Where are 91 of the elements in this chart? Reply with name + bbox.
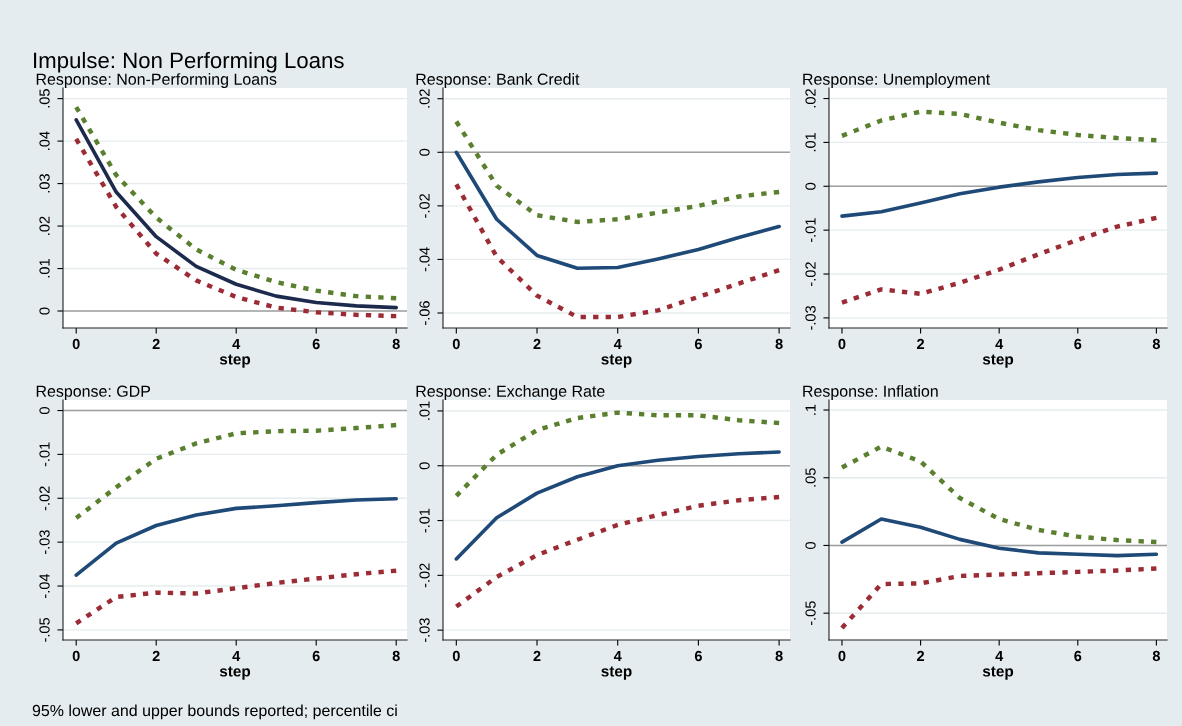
y-tick-label: 0 [805,182,816,190]
y-tick-label: 0 [39,407,50,415]
line-series [454,182,782,320]
chart-title: Response: Bank Credit [416,73,580,88]
chart-title: Response: Exchange Rate [416,385,605,400]
x-tick-label: 6 [694,338,702,350]
line-series [454,450,781,561]
y-tick-label: -.05 [805,601,816,626]
y-tick-label: -.01 [419,508,430,533]
x-tick-label: 2 [917,338,925,349]
x-tick-label: 6 [1074,338,1082,350]
chart-title: Response: Unemployment [803,73,991,88]
y-tick-label: -.02 [39,486,50,511]
x-tick-label: 2 [917,650,925,661]
x-axis-title: step [982,666,1014,680]
x-tick-label: 2 [533,338,541,349]
y-tick-label: 0 [39,307,50,315]
line-series [839,215,1159,305]
y-tick-label: .05 [39,89,50,108]
x-tick-label: 2 [533,650,541,661]
line-series [839,109,1159,143]
x-tick-label: 0 [72,338,80,350]
y-tick-label: .01 [419,401,430,420]
line-series [73,422,399,521]
line-series [454,494,782,609]
x-tick-label: 0 [452,650,460,662]
x-tick-label: 8 [775,650,783,662]
x-axis-title: step [601,666,632,680]
x-tick-label: 8 [1152,650,1160,662]
y-tick-label: .05 [805,468,816,487]
line-series [454,150,781,271]
x-tick-label: 2 [152,338,160,349]
y-tick-label: .01 [39,259,50,278]
x-axis-title: step [219,354,251,368]
line-series [840,517,1159,558]
y-tick-label: -.02 [419,563,430,588]
y-tick-label: 0 [805,541,816,549]
x-tick-label: 8 [775,338,783,350]
line-series [840,171,1159,218]
y-tick-label: -.04 [419,247,430,272]
x-tick-label: 6 [312,650,320,662]
y-tick-label: 0 [419,148,430,156]
x-tick-label: 0 [452,338,460,350]
x-axis-title: step [219,666,251,680]
x-tick-label: 8 [392,650,400,662]
y-tick-label: -.05 [39,617,50,642]
x-tick-label: 6 [694,650,702,662]
chart-title: Response: GDP [36,385,151,400]
x-tick-label: 0 [838,650,846,662]
x-tick-label: 4 [232,650,241,661]
line-series [73,568,399,626]
line-series [454,410,782,499]
x-tick-label: 8 [1152,338,1160,350]
x-tick-label: 4 [613,338,622,349]
text: 95% lower and upper bounds reported; percentile ci [32,704,397,720]
y-tick-label: -.02 [419,194,430,218]
x-tick-label: 0 [72,650,80,662]
y-tick-label: -.01 [39,442,50,467]
x-tick-label: 6 [312,338,320,350]
x-tick-label: 4 [232,338,241,349]
x-tick-label: 2 [152,650,160,661]
y-tick-label: -.03 [39,530,50,555]
chart-subtitle: Response: Non-Performing Loans [36,73,277,88]
line-series [74,496,399,577]
line-series [839,444,1159,545]
y-tick-label: -.03 [805,305,816,330]
y-tick-label: .02 [39,216,50,235]
x-tick-label: 6 [1074,650,1082,662]
x-tick-label: 4 [613,650,622,661]
chart-title: Response: Inflation [803,385,938,400]
chart-title: Impulse: Non Performing Loans [34,51,344,73]
y-tick-label: .01 [805,132,816,152]
y-tick-label: .03 [39,174,50,193]
y-tick-label: -.01 [805,218,816,243]
y-tick-label: -.04 [39,573,50,598]
x-axis-title: step [982,354,1014,368]
y-tick-label: .04 [39,131,50,150]
y-tick-label: .1 [805,404,816,415]
line-series [454,119,782,225]
x-tick-label: 0 [838,338,846,350]
x-tick-label: 4 [995,338,1004,349]
y-tick-label: 0 [419,462,430,470]
y-tick-label: .02 [419,89,430,108]
x-axis-title: step [601,354,632,368]
y-tick-label: .02 [805,89,816,108]
y-tick-label: -.02 [805,262,816,286]
line-series [839,566,1159,631]
x-tick-label: 8 [392,338,400,350]
x-tick-label: 4 [995,650,1004,661]
y-tick-label: -.06 [419,301,430,325]
y-tick-label: -.03 [419,618,430,643]
